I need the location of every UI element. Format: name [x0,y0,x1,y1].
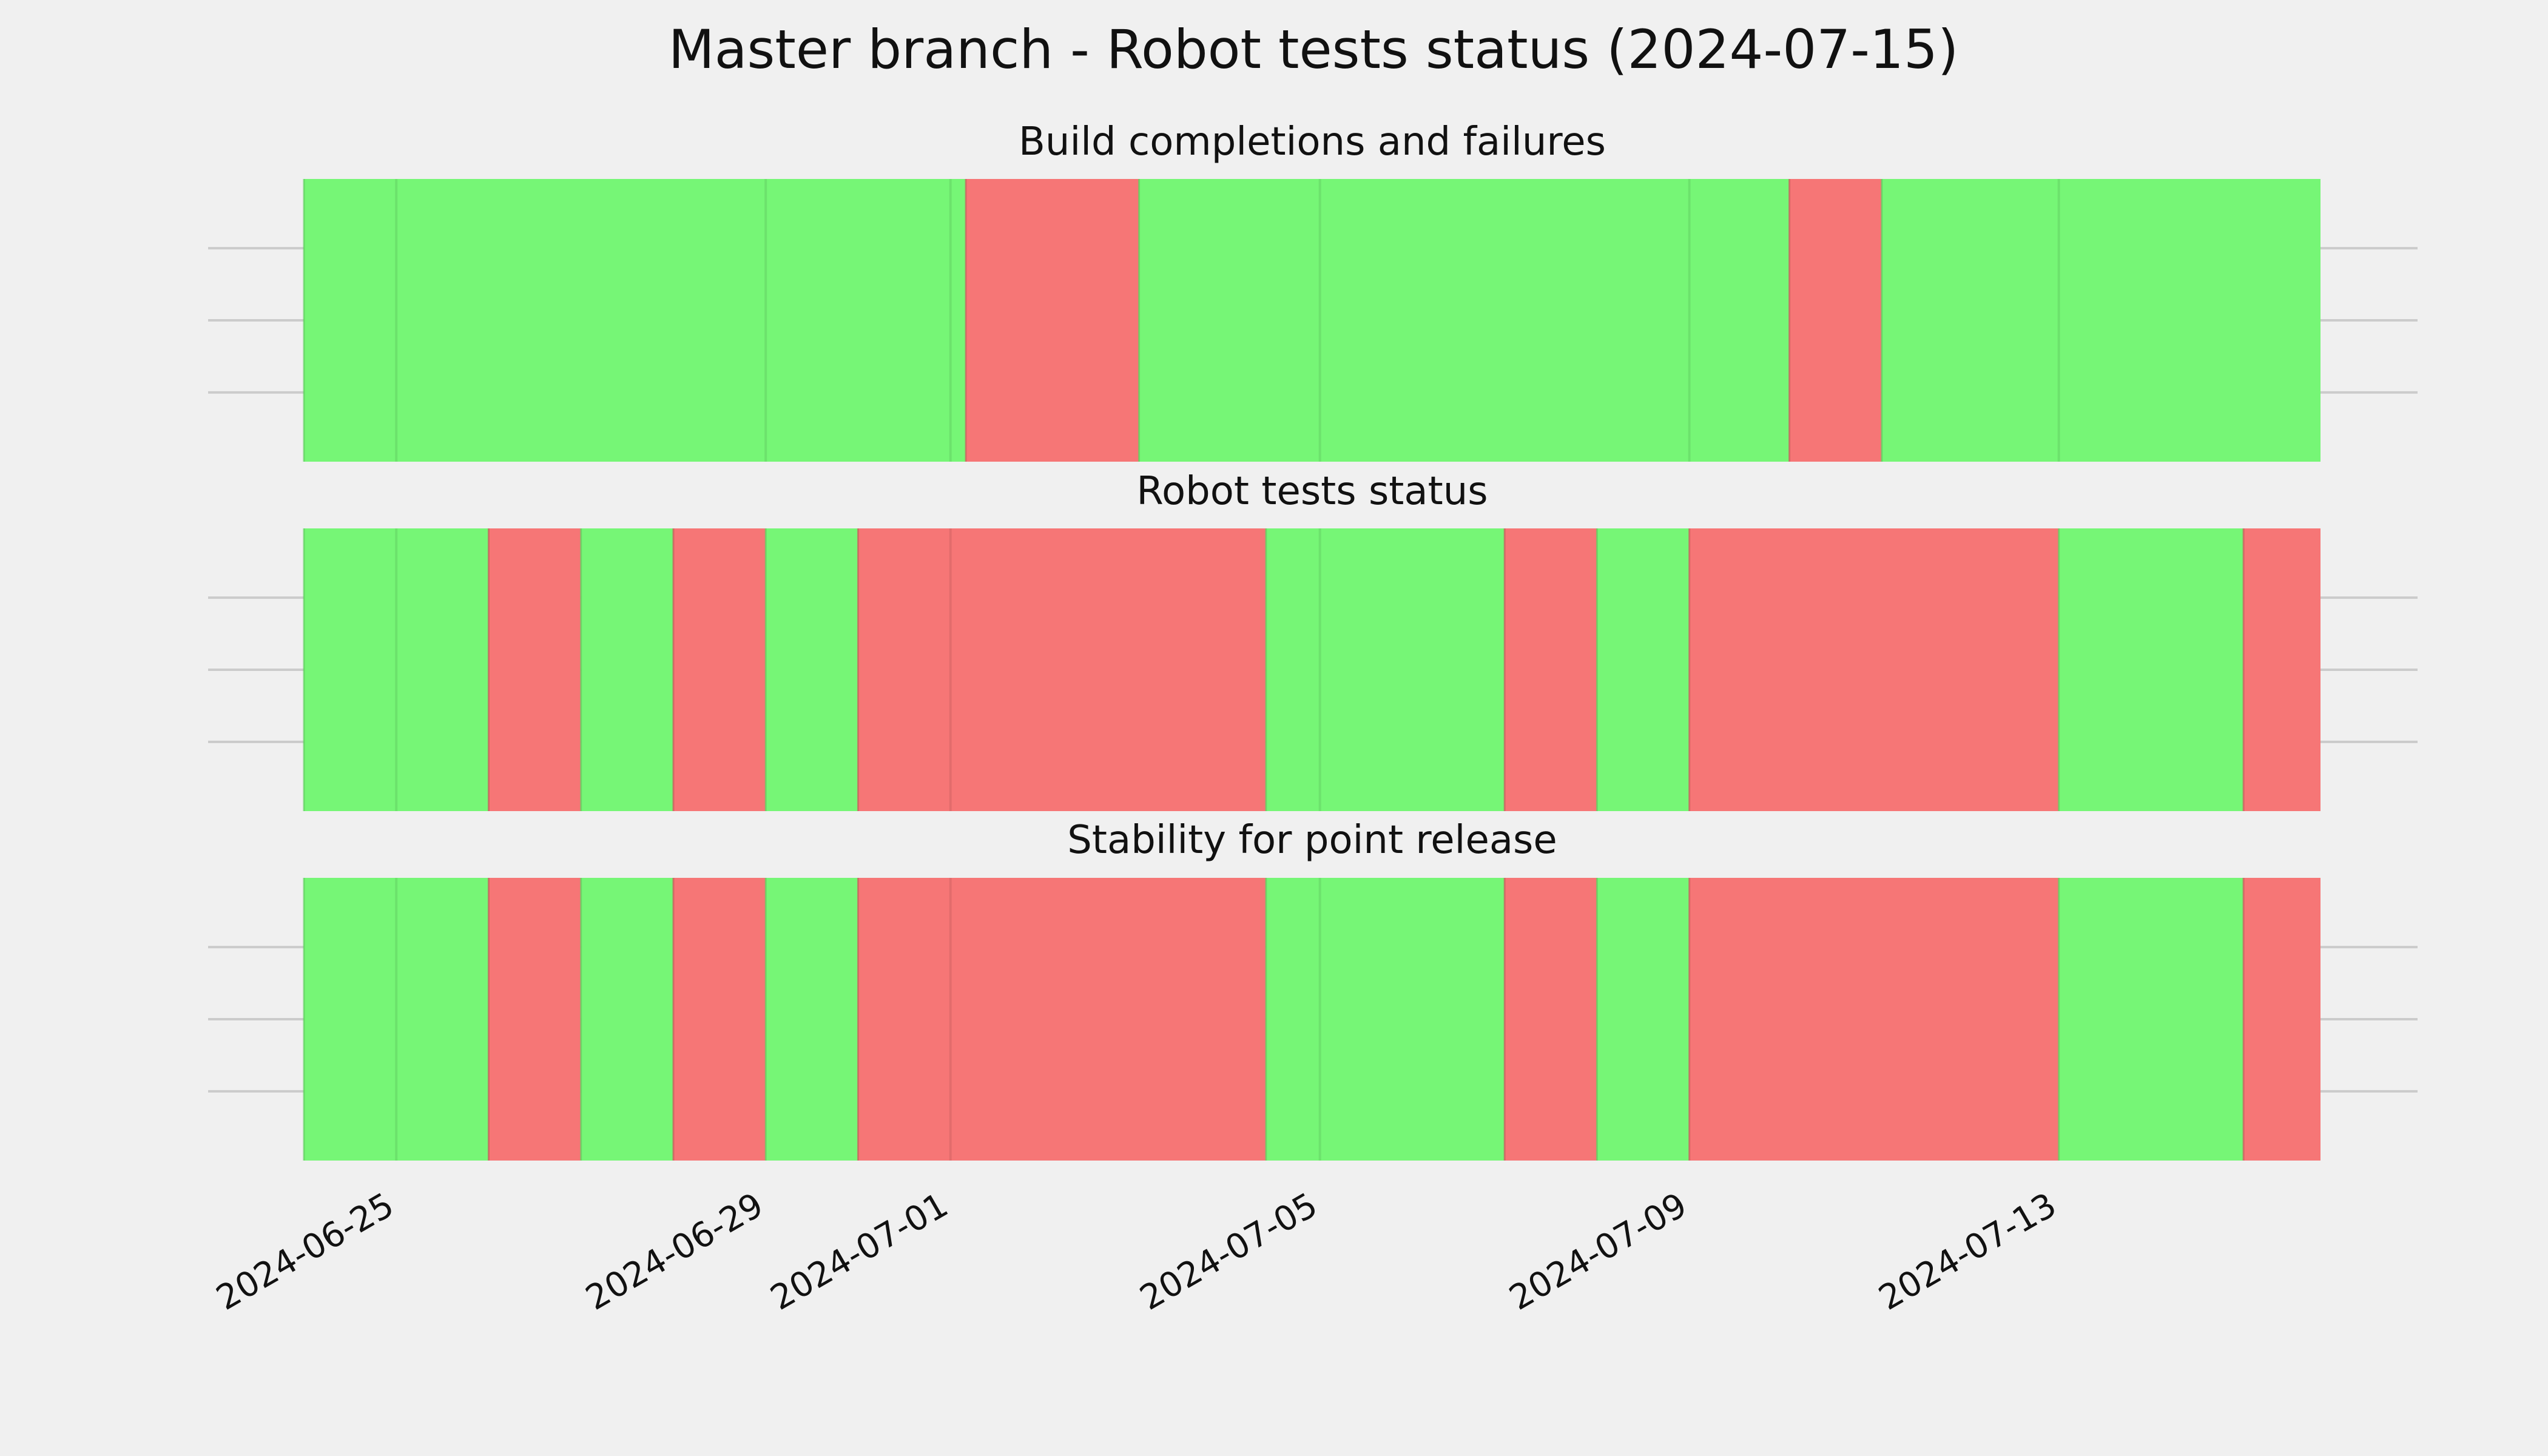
status-bar-success [766,528,858,811]
status-bar-failure [673,528,766,811]
status-bar-failure [1505,878,1597,1161]
status-bar-success [581,878,673,1161]
status-bar-success [304,878,489,1161]
status-bar-failure [2243,528,2320,811]
status-bar-success [1266,878,1505,1161]
panel-title: Robot tests status [1136,469,1488,514]
status-bar-success [1597,528,1690,811]
status-bar-success [1139,179,1790,462]
status-bar-failure [673,878,766,1161]
status-bar-failure [1505,528,1597,811]
figure-title: Master branch - Robot tests status (2024… [668,18,1959,81]
x-tick-label: 2024-06-29 [579,1185,770,1318]
x-tick-label: 2024-06-25 [210,1185,400,1318]
panel-title: Build completions and failures [1019,120,1606,164]
status-bar-failure [1689,528,2059,811]
panel-title: Stability for point release [1067,818,1557,863]
x-tick-label: 2024-07-01 [764,1185,954,1318]
status-bar-success [581,528,673,811]
status-bar-failure [858,878,1266,1161]
panel-3: Stability for point release 2024-06-25 202… [208,818,2418,1318]
status-bar-failure [488,878,581,1161]
status-bar-success [1266,528,1505,811]
x-tick-label: 2024-07-09 [1503,1185,1693,1318]
status-bar-failure [2243,878,2320,1161]
status-bar-success [304,179,966,462]
status-bar-success [304,528,489,811]
panel-1: Build completions and failures [208,120,2418,462]
status-bar-success [2058,878,2244,1161]
status-bar-failure [1789,179,1882,462]
status-bar-success [1597,878,1690,1161]
status-bar-failure [1689,878,2059,1161]
status-bar-failure [966,179,1139,462]
panel-2: Robot tests status [208,469,2418,811]
status-bar-success [2058,528,2244,811]
status-bar-success [766,878,858,1161]
x-tick-label: 2024-07-05 [1133,1185,1324,1318]
status-bar-failure [858,528,1266,811]
x-tick-label: 2024-07-13 [1872,1185,2063,1318]
status-bar-failure [488,528,581,811]
status-bar-success [1881,179,2320,462]
